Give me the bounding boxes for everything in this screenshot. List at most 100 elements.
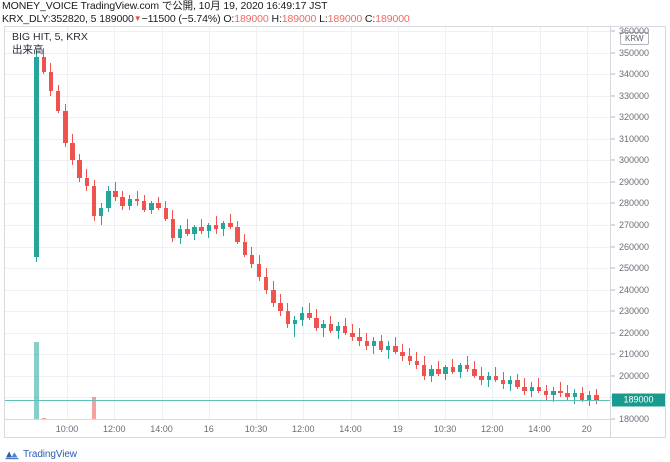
grid-line-vertical bbox=[256, 27, 257, 419]
candle-body bbox=[479, 375, 484, 381]
candle-wick bbox=[466, 356, 468, 372]
price-tick-label: 250000 bbox=[619, 263, 650, 274]
ohlc-open-value: 189000 bbox=[234, 12, 269, 25]
time-tick-label: 12:00 bbox=[103, 424, 126, 434]
candle-body bbox=[170, 218, 176, 238]
candle-body bbox=[421, 365, 427, 376]
time-tick-label: 14:00 bbox=[339, 424, 362, 434]
candle-body bbox=[292, 319, 298, 325]
candle-body bbox=[235, 227, 240, 243]
candle-body bbox=[242, 242, 247, 256]
time-tick-label: 19 bbox=[392, 424, 403, 434]
time-tick-label: 14:00 bbox=[150, 424, 173, 434]
ohlc-close-value: 189000 bbox=[375, 12, 410, 25]
candle-body bbox=[271, 289, 276, 303]
candle-body bbox=[522, 386, 527, 391]
chart-legend: BIG HIT, 5, KRX 出来高 bbox=[12, 31, 88, 56]
ohlc-low-value: 189000 bbox=[327, 12, 363, 25]
price-tick-label: 240000 bbox=[619, 284, 650, 295]
candle-body bbox=[91, 186, 97, 217]
price-axis[interactable]: KRW 189000 360000 350000 340000 330000 32000… bbox=[610, 26, 665, 437]
price-tick-dash bbox=[611, 332, 615, 334]
candle-wick bbox=[560, 382, 562, 398]
price-tick-label: 180000 bbox=[619, 414, 650, 424]
candle-body bbox=[357, 337, 362, 342]
candle-wick bbox=[495, 367, 497, 383]
grid-line-vertical bbox=[586, 27, 588, 419]
candle-body bbox=[70, 143, 75, 161]
time-axis[interactable]: 10:00 12:00 14:00 16 10:30 12:00 14:00 19 10:30 1… bbox=[5, 419, 610, 437]
price-tick-label: 320000 bbox=[619, 112, 650, 123]
ohlc-high-key: H: bbox=[271, 12, 282, 25]
candle-body bbox=[220, 222, 226, 230]
candle-body bbox=[249, 255, 255, 264]
candle-body bbox=[163, 207, 168, 219]
grid-line-horizontal bbox=[5, 160, 610, 162]
last-price-label: 189000 bbox=[612, 393, 665, 407]
candle-body bbox=[307, 313, 312, 318]
candle-body bbox=[192, 227, 197, 234]
candle-wick bbox=[409, 347, 411, 366]
ohlc-open-key: O: bbox=[223, 12, 235, 25]
chart-plot-area[interactable]: BIG HIT, 5, KRX 出来高 10:00 12:00 14:00 16 10:… bbox=[5, 27, 610, 437]
ohlc-high-value: 189000 bbox=[281, 12, 317, 25]
price-tick-label: 300000 bbox=[619, 155, 650, 166]
candle-body bbox=[500, 380, 506, 385]
price-tick-label: 350000 bbox=[619, 47, 650, 58]
price-tick-dash bbox=[611, 159, 615, 161]
grid-line-vertical bbox=[445, 27, 446, 419]
candle-wick bbox=[366, 332, 368, 350]
candle-body bbox=[177, 229, 183, 238]
candle-wick bbox=[438, 360, 439, 376]
candle-body bbox=[350, 332, 355, 338]
candle-body bbox=[414, 360, 420, 366]
price-tick-dash bbox=[611, 267, 615, 269]
time-tick-label: 12:00 bbox=[292, 424, 315, 434]
grid-line-horizontal bbox=[5, 95, 610, 97]
grid-line-horizontal bbox=[5, 138, 610, 140]
grid-line-horizontal bbox=[5, 203, 610, 205]
grid-line-vertical bbox=[397, 27, 399, 419]
price-tick-label: 330000 bbox=[619, 90, 650, 101]
grid-line-horizontal bbox=[5, 354, 610, 356]
candle-body bbox=[77, 160, 82, 178]
candle-body bbox=[134, 199, 140, 202]
price-tick-label: 360000 bbox=[619, 26, 650, 36]
price-tick-label: 230000 bbox=[619, 306, 650, 317]
candle-wick bbox=[373, 337, 375, 355]
candle-body bbox=[472, 369, 477, 376]
grid-line-horizontal bbox=[5, 246, 610, 248]
price-tick-dash bbox=[611, 418, 615, 420]
candle-body bbox=[55, 91, 61, 111]
grid-line-horizontal bbox=[5, 289, 610, 291]
price-tick-dash bbox=[611, 310, 615, 312]
candle-body bbox=[393, 345, 398, 353]
price-change-text: −11500 (−5.74%) bbox=[141, 12, 221, 25]
candle-body bbox=[185, 229, 190, 234]
price-tick-label: 220000 bbox=[619, 327, 650, 338]
candle-body bbox=[508, 380, 513, 385]
candle-body bbox=[256, 263, 262, 277]
candle-body bbox=[98, 207, 104, 217]
price-tick-label: 270000 bbox=[619, 220, 650, 230]
candle-body bbox=[407, 356, 413, 361]
price-down-arrow-icon: ▼ bbox=[133, 13, 142, 23]
grid-line-vertical bbox=[161, 27, 163, 419]
candle-body bbox=[443, 367, 448, 374]
grid-line-vertical bbox=[114, 27, 116, 419]
time-tick-label: 10:30 bbox=[244, 424, 268, 434]
volume-bar bbox=[34, 342, 39, 437]
candle-body bbox=[127, 199, 133, 206]
price-tick-dash bbox=[611, 116, 615, 118]
price-tick-label: 290000 bbox=[619, 176, 650, 187]
candle-wick bbox=[186, 218, 188, 236]
candle-wick bbox=[524, 378, 526, 396]
price-tick-dash bbox=[611, 52, 615, 54]
candle-wick bbox=[452, 358, 454, 374]
candle-body bbox=[149, 203, 154, 210]
candle-body bbox=[299, 313, 305, 320]
candle-body bbox=[314, 317, 319, 329]
time-tick-label: 10:30 bbox=[433, 424, 457, 434]
candle-wick bbox=[416, 352, 418, 370]
candle-body bbox=[120, 196, 125, 206]
